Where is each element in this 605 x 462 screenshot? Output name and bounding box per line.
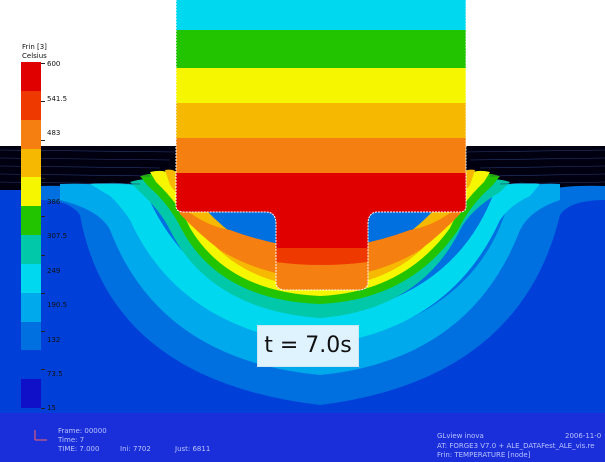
- legend-tick: 249: [47, 267, 61, 275]
- legend-tick: 600: [47, 60, 61, 68]
- tool-band-cold: [176, 0, 466, 30]
- surface-mesh-lines: [0, 149, 605, 185]
- legend-color-segment: [21, 263, 41, 294]
- legend-tick: 73.5: [47, 370, 63, 378]
- time-value-info: TIME: 7.000: [58, 445, 100, 453]
- legend-color-segment: [21, 90, 41, 121]
- legend-tick-mark: [41, 177, 45, 179]
- legend-color-segment: [21, 321, 41, 351]
- legend-tick-mark: [41, 254, 45, 256]
- legend-color-segment: [21, 379, 41, 409]
- legend-tick-mark: [41, 292, 45, 294]
- legend-tick: 307.5: [47, 232, 68, 240]
- legend-tick-mark: [41, 369, 45, 371]
- legend-color-segment: [21, 177, 41, 207]
- legend-tick-mark: [41, 63, 45, 64]
- legend-tick: 190.5: [47, 301, 68, 309]
- just-info: Just: 6811: [175, 445, 211, 453]
- contour-band-249: [90, 182, 540, 345]
- legend-color-segment: [21, 119, 41, 149]
- axis-triad-icon: [34, 430, 47, 441]
- info-footer: Frame: 00000 Time: 7 TIME: 7.000 Ini: 77…: [0, 413, 605, 462]
- legend-tick: 541.5: [47, 95, 68, 103]
- legend-unit: Celsius: [22, 52, 47, 60]
- legend-tick: 132: [47, 336, 61, 344]
- contour-band-190: [60, 183, 560, 375]
- legend-title: Frin [3]: [22, 43, 47, 51]
- legend-color-segment: [21, 148, 41, 178]
- legend-color-segment: [21, 235, 41, 265]
- legend-tick: 15: [47, 404, 56, 412]
- frame-info: Frame: 00000: [58, 427, 107, 435]
- ini-info: Ini: 7702: [120, 445, 151, 453]
- field-info: Frin: TEMPERATURE [node]: [437, 451, 531, 459]
- contour-band-483: [175, 200, 465, 280]
- legend-tick-mark: [41, 101, 45, 103]
- app-name: GLview inova: [437, 432, 484, 440]
- legend-color-segment: [21, 62, 41, 92]
- legend-color-segment: [21, 350, 41, 380]
- legend-tick: 386: [47, 198, 61, 206]
- tool-hot-core: [176, 173, 466, 290]
- legend-tick-mark: [41, 331, 45, 333]
- legend-tick-mark: [41, 407, 45, 409]
- time-info: Time: 7: [58, 436, 85, 444]
- legend-tick: 483: [47, 129, 61, 137]
- contour-band-307: [140, 173, 500, 304]
- legend-color-segment: [21, 206, 41, 236]
- legend-tick-mark: [41, 139, 45, 141]
- time-label: t = 7.0s: [257, 325, 359, 367]
- legend-color-segment: [21, 292, 41, 322]
- legend-tick-mark: [41, 216, 45, 218]
- temperature-field-plot: [0, 0, 605, 413]
- color-legend: Frin [3] Celsius 600 541.5 483 386 307.5…: [0, 0, 100, 420]
- file-info: AT: FORGE3 V7.0 + ALE_DATAFest_ALE_vis.r…: [437, 442, 595, 450]
- date-text: 2006-11-0: [565, 432, 602, 440]
- contour-band-386: [150, 170, 490, 296]
